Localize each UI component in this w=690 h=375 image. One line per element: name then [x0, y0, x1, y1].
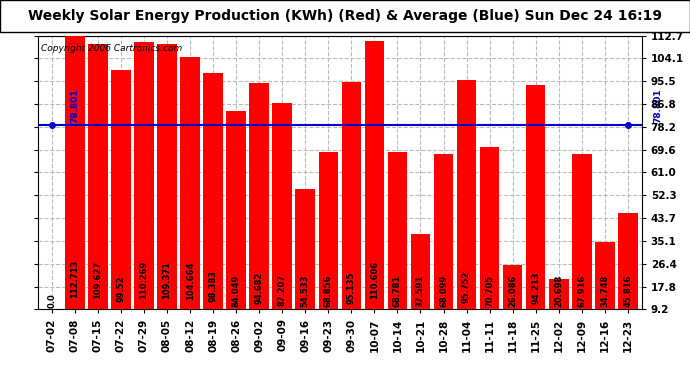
Text: 70.705: 70.705	[485, 274, 494, 307]
Bar	[65, 36, 85, 334]
Text: 98.383: 98.383	[208, 270, 217, 303]
Text: 109.371: 109.371	[163, 261, 172, 299]
Bar	[388, 152, 407, 334]
Text: 94.213: 94.213	[531, 272, 540, 304]
Bar	[434, 154, 453, 334]
Text: 0.0: 0.0	[48, 293, 57, 308]
Text: 112.713: 112.713	[70, 260, 79, 298]
Text: 67.916: 67.916	[578, 274, 586, 307]
Bar	[134, 42, 154, 334]
Text: 34.748: 34.748	[600, 274, 609, 307]
Bar	[204, 74, 223, 334]
Text: 94.682: 94.682	[255, 271, 264, 304]
Bar	[249, 83, 269, 334]
Bar	[480, 147, 500, 334]
Text: 110.269: 110.269	[139, 261, 148, 299]
Text: Weekly Solar Energy Production (KWh) (Red) & Average (Blue) Sun Dec 24 16:19: Weekly Solar Energy Production (KWh) (Re…	[28, 9, 662, 23]
Text: 45.816: 45.816	[623, 274, 632, 307]
Bar	[319, 152, 338, 334]
Text: 26.086: 26.086	[508, 274, 517, 307]
Bar	[618, 213, 638, 334]
Text: Copyright 2006 Cartronics.com: Copyright 2006 Cartronics.com	[41, 44, 182, 53]
Bar	[549, 279, 569, 334]
Bar	[595, 242, 615, 334]
Text: 37.591: 37.591	[416, 274, 425, 307]
Text: 110.606: 110.606	[370, 260, 379, 299]
Bar	[157, 44, 177, 334]
Text: 87.207: 87.207	[277, 274, 287, 306]
Bar	[295, 189, 315, 334]
Text: 99.52: 99.52	[117, 276, 126, 302]
Bar	[457, 81, 476, 334]
Bar	[526, 84, 546, 334]
Bar	[572, 154, 591, 334]
Text: 104.664: 104.664	[186, 262, 195, 300]
Bar	[411, 234, 431, 334]
Bar	[88, 44, 108, 334]
Text: 68.099: 68.099	[439, 274, 448, 307]
Bar	[111, 70, 130, 334]
Bar	[342, 82, 361, 334]
Text: 109.627: 109.627	[93, 261, 102, 299]
Text: 78.801: 78.801	[653, 88, 662, 123]
Bar	[180, 57, 200, 334]
Text: 68.856: 68.856	[324, 274, 333, 307]
FancyBboxPatch shape	[0, 0, 690, 32]
Bar	[226, 111, 246, 334]
Bar	[503, 265, 522, 334]
Text: 95.135: 95.135	[347, 271, 356, 303]
Text: 84.049: 84.049	[232, 274, 241, 307]
Text: 20.698: 20.698	[554, 274, 563, 307]
Text: 78.801: 78.801	[70, 88, 79, 123]
Bar	[273, 103, 292, 334]
Text: 54.533: 54.533	[301, 274, 310, 307]
Text: 95.752: 95.752	[462, 271, 471, 303]
Bar	[364, 41, 384, 334]
Text: 68.781: 68.781	[393, 274, 402, 307]
